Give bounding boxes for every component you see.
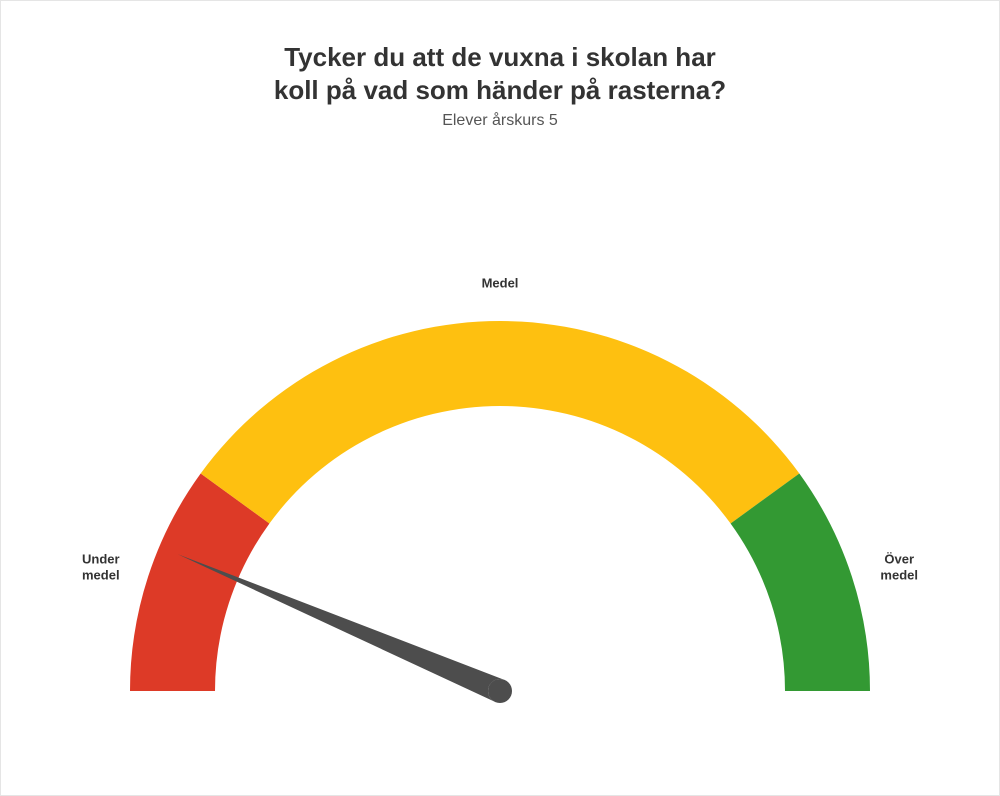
gauge-segment-label-0: Under medel: [82, 552, 120, 583]
gauge-segment-1: [201, 321, 800, 523]
chart-frame: Tycker du att de vuxna i skolan har koll…: [0, 0, 1000, 796]
gauge-hub: [488, 679, 512, 703]
gauge-needle: [178, 554, 505, 702]
chart-subtitle: Elever årskurs 5: [1, 112, 999, 130]
title-block: Tycker du att de vuxna i skolan har koll…: [1, 41, 999, 130]
title-line-2: koll på vad som händer på rasterna?: [274, 75, 726, 105]
gauge-svg: [50, 171, 950, 771]
title-line-1: Tycker du att de vuxna i skolan har: [284, 42, 716, 72]
chart-title: Tycker du att de vuxna i skolan har koll…: [1, 41, 999, 106]
gauge-chart: Under medel Medel Över medel: [50, 171, 950, 771]
gauge-segment-label-2: Över medel: [880, 552, 918, 583]
gauge-segment-label-1: Medel: [482, 275, 519, 291]
